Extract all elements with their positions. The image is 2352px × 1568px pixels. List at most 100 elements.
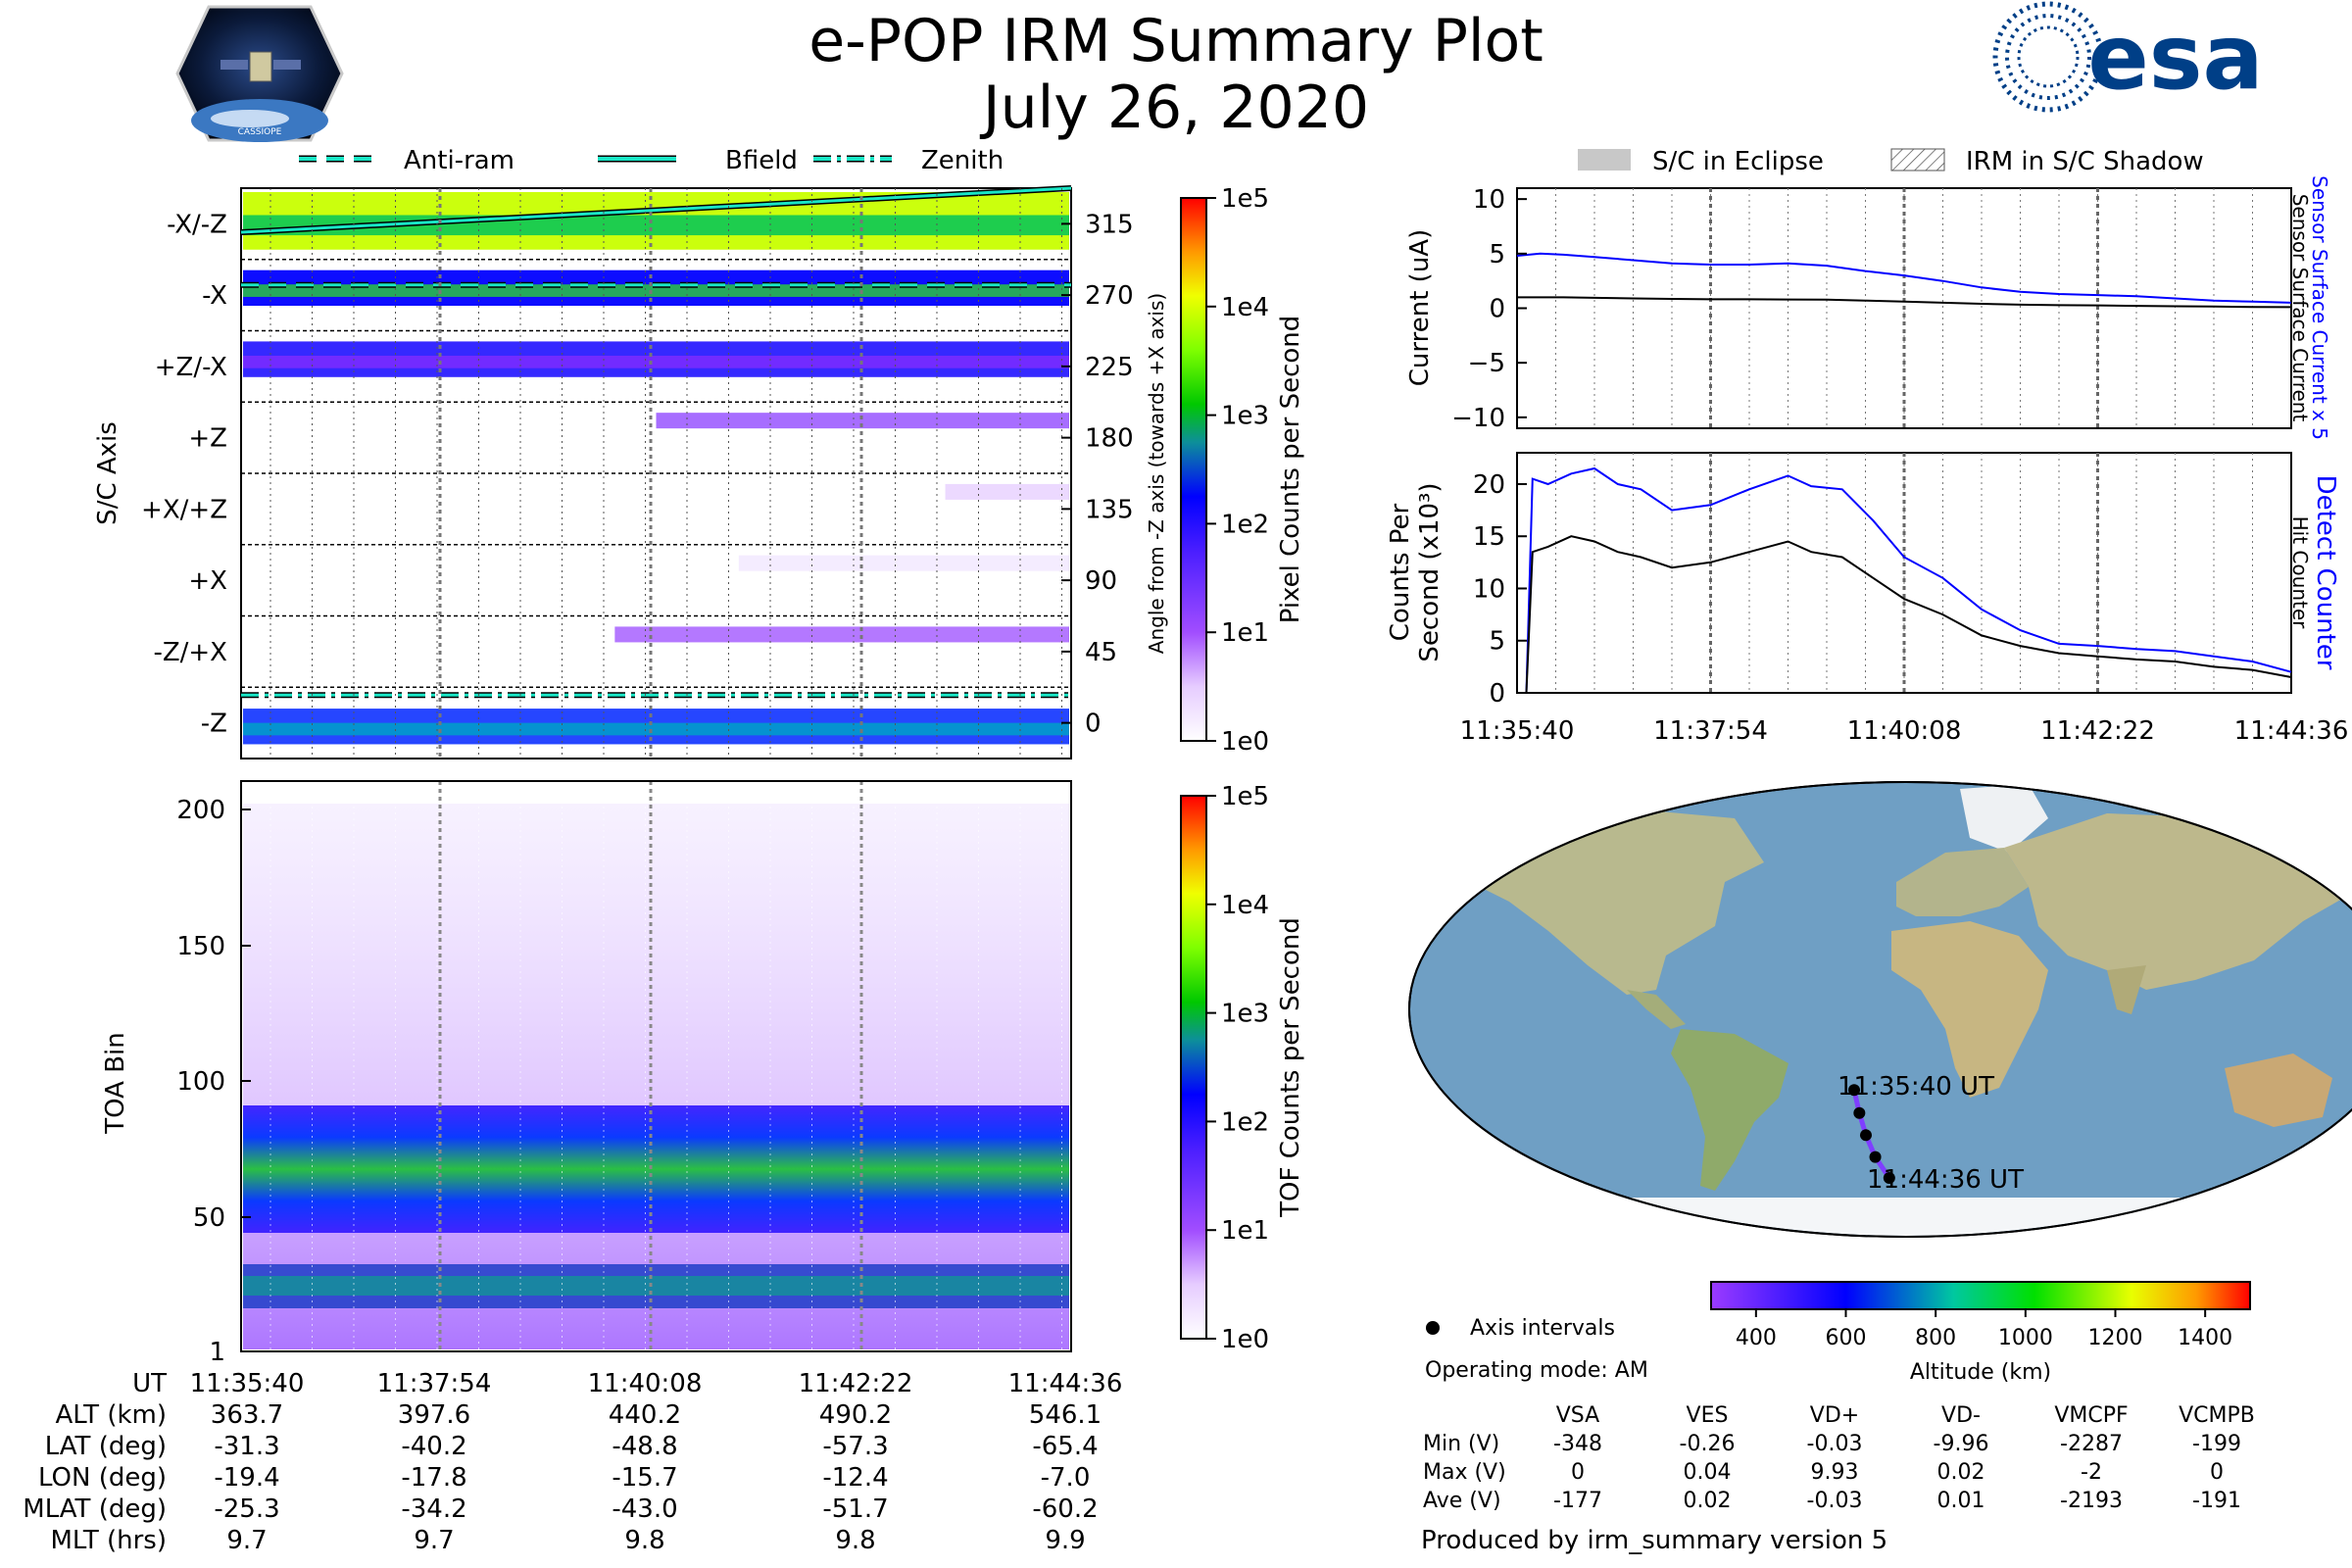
orbit-cell: -48.8: [612, 1432, 677, 1461]
series-line-sensor-surface-current-x-5: [1516, 252, 2292, 304]
legend-eclipse: S/C in Eclipse IRM in S/C Shadow: [1578, 147, 2204, 176]
pixel-colorbar-label: Pixel Counts per Second: [1276, 316, 1305, 624]
tof-colorbar-tick-label: 1e1: [1221, 1216, 1269, 1246]
pixel-colorbar-tick-label: 1e3: [1221, 402, 1269, 431]
orbit-cell: 9.7: [414, 1526, 454, 1555]
legend-shadow-label: IRM in S/C Shadow: [1966, 147, 2204, 176]
altitude-tick-label: 1000: [1998, 1326, 2053, 1350]
pixel-angle-label: 315: [1085, 210, 1134, 239]
pixel-colorbar: 1e5 1e4 1e3 1e2 1e1 1e0 Pixel Counts per Seco…: [1180, 184, 1305, 757]
chart-ytick-label: −10: [1451, 404, 1505, 433]
counts-plot: 20 15 10 5 0 Counts Per Second (x10³) Detect…: [1386, 452, 2348, 746]
pixel-axis-label: -X/-Z: [167, 210, 227, 239]
tof-ylabel: TOA Bin: [101, 1032, 130, 1134]
orbit-cell: 440.2: [609, 1400, 681, 1430]
tof-colorbar-tick-label: 1e3: [1221, 1000, 1269, 1029]
bfield-line-core: [240, 186, 1072, 234]
track-start-label: 11:35:40 UT: [1838, 1072, 1994, 1102]
altitude-tick-label: 600: [1826, 1326, 1867, 1350]
orbit-cell: -31.3: [214, 1432, 279, 1461]
chart-ytick-label: 10: [1473, 185, 1505, 215]
tof-panel-frame: [240, 780, 1072, 1352]
pixel-colorbar-tick-label: 1e5: [1221, 184, 1269, 214]
tof-haze: [243, 804, 1069, 1349]
current-right-label-2: Sensor Surface Current: [2288, 194, 2312, 422]
tof-grid: [270, 781, 1062, 1351]
world-map: 11:35:40 UT 11:44:36 UT: [1408, 781, 2352, 1238]
voltage-header: VSA: [1556, 1403, 1599, 1428]
voltage-table: VSA VES VD+ VD- VMCPF VCMPB Min (V) -348 -0.26 -0…: [1423, 1403, 2255, 1513]
track-end-label: 11:44:36 UT: [1867, 1165, 2024, 1195]
tof-band-upper: [243, 1105, 1069, 1233]
orbit-cell: 9.9: [1045, 1526, 1085, 1555]
orbit-row-label: MLAT (deg): [23, 1494, 167, 1524]
tof-colorbar-tick-label: 1e5: [1221, 782, 1269, 811]
pixel-axis-label: -Z: [201, 710, 227, 739]
series-line-hit-counter: [1517, 535, 2292, 694]
track-point: [1847, 1084, 1860, 1097]
orbit-cell: 9.8: [835, 1526, 875, 1555]
operating-mode: Operating mode: AM: [1425, 1358, 1648, 1383]
chart-ytick-label: 5: [1489, 627, 1505, 657]
counts-right-label-2: Hit Counter: [2288, 516, 2312, 629]
voltage-row-label: Max (V): [1423, 1460, 1506, 1485]
voltage-cell: 0.04: [1684, 1460, 1732, 1485]
counts-ylabel-line2: Second (x10³): [1415, 482, 1445, 662]
esa-logo: esa: [1992, 1, 2264, 113]
orbit-cell: -12.4: [822, 1463, 888, 1493]
current-ylabel: Current (uA): [1405, 229, 1435, 386]
pixel-grid: [241, 188, 1071, 759]
orbit-cell: -43.0: [612, 1494, 677, 1524]
tof-colorbar-label: TOF Counts per Second: [1276, 917, 1305, 1218]
pixel-axis-labels: -X/-Z 315 -X 270 +Z/-X 225 +Z 180 +X/+Z 135 +X 90 -Z…: [141, 210, 1134, 738]
orbit-cell: 11:35:40: [190, 1369, 305, 1398]
tof-colorbar-tick-label: 1e2: [1221, 1107, 1269, 1137]
orbit-cell: -15.7: [612, 1463, 677, 1493]
chart-ytick-label: −5: [1468, 349, 1505, 378]
voltage-cell: 9.93: [1811, 1460, 1859, 1485]
orbit-cell: -65.4: [1032, 1432, 1098, 1461]
voltage-cell: -2: [2081, 1460, 2102, 1485]
altitude-tick-label: 400: [1736, 1326, 1777, 1350]
legend-anti-ram: Anti-ram: [404, 146, 514, 175]
satellite-track: [1847, 1084, 1895, 1184]
tof-panel: 200 150 100 50 1 TOA Bin 1e5 1e4 1e3 1e2 1e1 1e0 …: [101, 780, 1305, 1367]
orbit-cell: 9.8: [624, 1526, 664, 1555]
orbit-cell: -25.3: [214, 1494, 279, 1524]
pixel-band-row: [738, 555, 1069, 571]
orbit-cell: -7.0: [1041, 1463, 1091, 1493]
esa-logo-text: esa: [2087, 5, 2263, 110]
chart-ytick-label: 0: [1489, 679, 1505, 709]
chart-ytick-label: 20: [1473, 470, 1505, 500]
series-line-sensor-surface-current: [1517, 296, 2292, 309]
orbit-cell: -57.3: [822, 1432, 888, 1461]
tof-axis-labels: 200 150 100 50 1: [176, 796, 251, 1367]
pixel-angle-label: 45: [1085, 638, 1117, 667]
orbit-row-label: UT: [132, 1369, 167, 1398]
axis-interval-label: Axis intervals: [1470, 1316, 1615, 1341]
time-tick-label: 11:37:54: [1653, 716, 1768, 746]
chart-ytick-label: 10: [1473, 574, 1505, 604]
track-point: [1853, 1106, 1866, 1119]
pixel-angle-label: 0: [1085, 710, 1102, 739]
orbit-row-label: ALT (km): [55, 1400, 167, 1430]
counts-right-label-1: Detect Counter: [2311, 475, 2340, 670]
orbit-cell: -60.2: [1032, 1494, 1098, 1524]
orbit-cell: -34.2: [401, 1494, 466, 1524]
tof-colorbar-tick-label: 1e0: [1221, 1325, 1269, 1354]
voltage-row-label: Min (V): [1423, 1432, 1499, 1456]
voltage-cell: -177: [1553, 1489, 1602, 1513]
voltage-cell: -199: [2192, 1432, 2241, 1456]
orbit-row-label: LON (deg): [38, 1463, 167, 1493]
orbit-cell: 363.7: [211, 1400, 283, 1430]
tof-colorbar: 1e5 1e4 1e3 1e2 1e1 1e0 TOF Counts per Second: [1180, 782, 1305, 1354]
orbit-cell: -51.7: [822, 1494, 888, 1524]
voltage-cell: 0: [1571, 1460, 1585, 1485]
orbit-cell: 546.1: [1029, 1400, 1102, 1430]
voltage-cell: -0.03: [1807, 1432, 1863, 1456]
pixel-angle-label: 90: [1085, 566, 1117, 596]
pixel-axis-label: +X/+Z: [141, 495, 227, 524]
track-point: [1869, 1151, 1882, 1163]
plot-date: July 26, 2020: [979, 74, 1369, 142]
